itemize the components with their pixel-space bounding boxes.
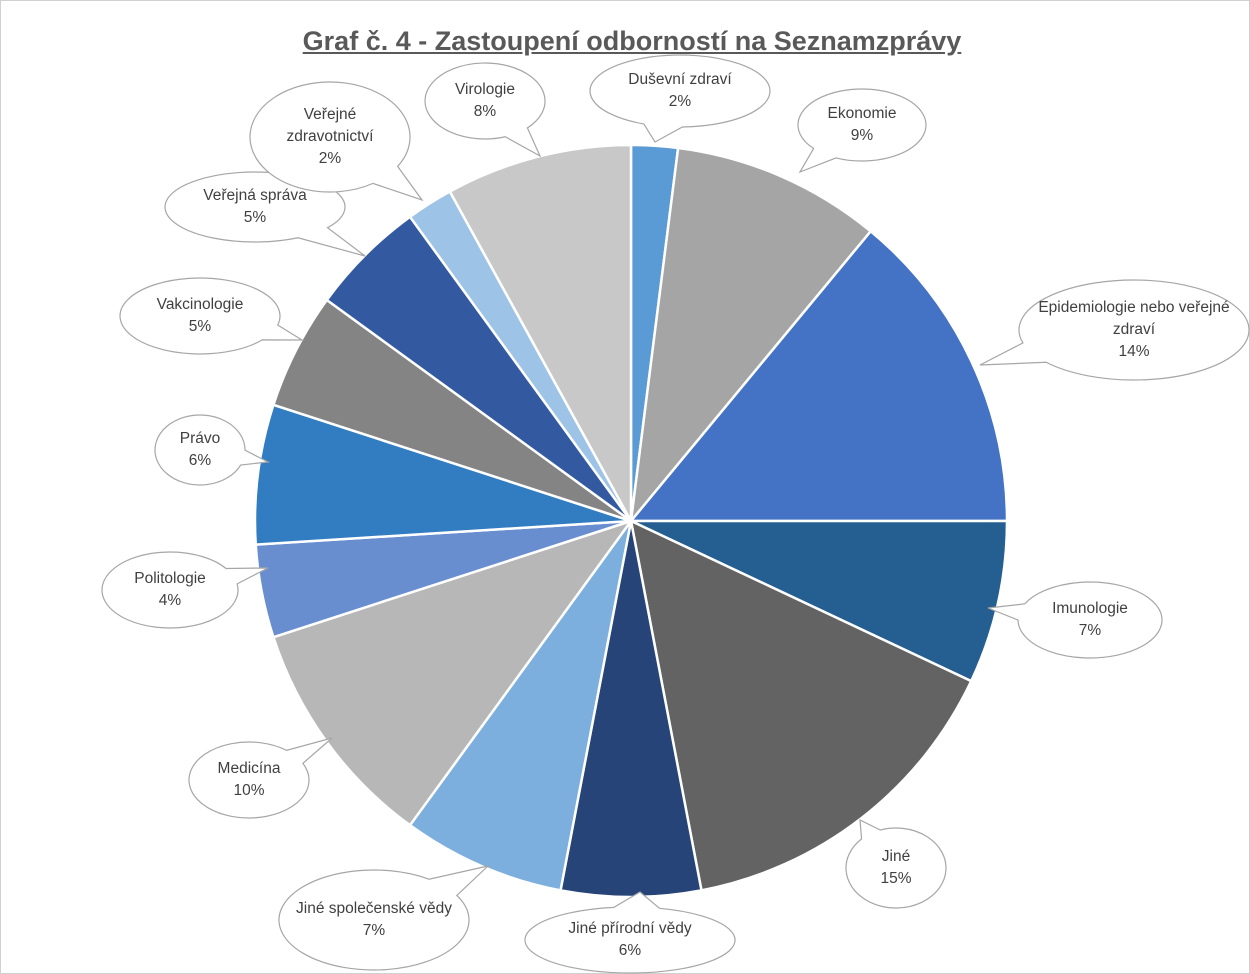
value-label: 14%: [1118, 343, 1150, 360]
category-label: Epidemiologie nebo veřejné zdraví: [1038, 299, 1230, 338]
pie-slice: [253, 403, 632, 546]
value-label: 2%: [668, 93, 692, 110]
category-label: Ekonomie: [827, 105, 897, 122]
pie-slice: [630, 519, 1009, 683]
callout-label: Politologie 4%: [114, 552, 226, 628]
value-label: 4%: [158, 592, 182, 609]
value-label: 5%: [243, 209, 267, 226]
callout-bubble: [589, 54, 771, 143]
callout-bubble: [101, 551, 269, 629]
value-label: 6%: [188, 452, 212, 469]
callout-label: Vakcinologie 5%: [132, 278, 268, 354]
category-label: Vakcinologie: [156, 296, 244, 313]
callout-label: Jiné 15%: [858, 828, 934, 908]
callout-label: Jiné společenské vědy 7%: [291, 870, 457, 970]
callout-label: Epidemiologie nebo veřejné zdraví 14%: [1031, 280, 1237, 380]
pie-slice: [408, 520, 633, 892]
value-label: 10%: [233, 782, 265, 799]
category-label: Jiné společenské vědy: [296, 900, 452, 917]
callout-bubble: [188, 737, 333, 819]
value-label: 9%: [850, 127, 874, 144]
callout-bubble: [249, 81, 424, 202]
category-label: Virologie: [454, 81, 516, 98]
callout-label: Imunologie 7%: [1030, 582, 1150, 658]
callout-label: Virologie 8%: [437, 63, 533, 139]
category-label: Veřejná správa: [203, 187, 307, 204]
callout-label: Veřejná správa 5%: [177, 172, 333, 242]
callout-label: Jiné přírodní vědy 6%: [537, 907, 723, 973]
pie-slice: [628, 229, 1009, 523]
category-label: Jiné: [881, 848, 911, 865]
category-label: Duševní zdraví: [628, 71, 732, 88]
callout-bubble: [524, 891, 736, 974]
category-label: Veřejné zdravotnictví: [286, 106, 374, 145]
callout-label: Duševní zdraví 2%: [602, 55, 758, 127]
chart-title: Graf č. 4 - Zastoupení odborností na Sez…: [302, 26, 962, 56]
callout-bubble: [278, 864, 491, 971]
callout-bubble: [797, 88, 927, 174]
category-label: Politologie: [134, 570, 206, 587]
callout-bubble: [424, 62, 546, 158]
callout-label: Právo 6%: [167, 415, 233, 485]
callout-bubble: [845, 818, 947, 909]
callout-bubble: [154, 414, 271, 486]
callout-label: Ekonomie 9%: [810, 89, 914, 161]
value-label: 5%: [188, 318, 212, 335]
value-label: 8%: [473, 103, 497, 120]
value-label: 2%: [318, 150, 342, 167]
pie-slice: [448, 143, 633, 522]
callout-bubble: [164, 171, 366, 257]
pie-slice: [629, 518, 973, 892]
callout-label: Medicína 10%: [201, 742, 297, 818]
value-label: 6%: [618, 942, 642, 959]
pie-slice: [629, 146, 873, 526]
value-label: 7%: [362, 922, 386, 939]
category-label: Imunologie: [1052, 600, 1128, 617]
callout-bubble: [119, 277, 305, 355]
value-label: 15%: [880, 870, 912, 887]
category-label: Právo: [179, 430, 221, 447]
value-label: 7%: [1078, 622, 1102, 639]
callout-bubble: [987, 581, 1163, 659]
callout-label: Veřejné zdravotnictví 2%: [262, 82, 398, 192]
category-label: Jiné přírodní vědy: [568, 920, 692, 937]
callout-bubble: [979, 279, 1250, 381]
category-label: Medicína: [217, 760, 281, 777]
